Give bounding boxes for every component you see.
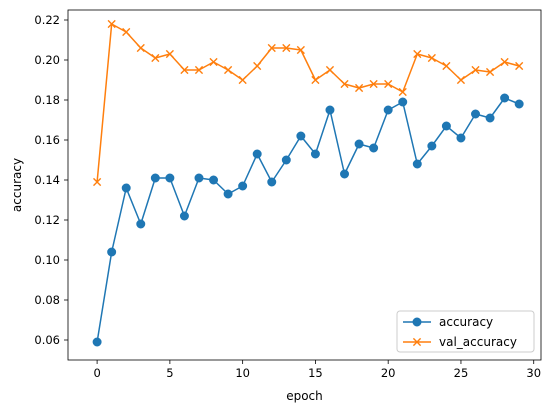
y-tick-label: 0.06 bbox=[34, 333, 60, 347]
val-accuracy-point bbox=[456, 75, 466, 85]
val-accuracy-point bbox=[515, 61, 524, 71]
accuracy-point bbox=[296, 131, 306, 141]
accuracy-point bbox=[281, 155, 291, 165]
accuracy-point bbox=[310, 149, 320, 159]
val-accuracy-point bbox=[93, 177, 102, 187]
x-tick-label: 20 bbox=[381, 366, 396, 380]
val-accuracy-point bbox=[136, 43, 145, 53]
y-axis-title: accuracy bbox=[10, 158, 24, 212]
y-axis-ticks: 0.06 0.08 0.10 0.12 0.14 0.16 0.18 0.20 0.22 bbox=[34, 13, 68, 347]
legend-val-accuracy-marker bbox=[412, 337, 422, 347]
val-accuracy-point bbox=[442, 61, 451, 71]
accuracy-point bbox=[136, 219, 146, 229]
val-accuracy-point bbox=[325, 65, 335, 75]
plot-area-frame bbox=[67, 9, 542, 361]
x-axis-title: epoch bbox=[286, 389, 323, 403]
y-tick-label: 0.16 bbox=[34, 133, 60, 147]
accuracy-point bbox=[485, 113, 495, 123]
accuracy-point bbox=[107, 247, 117, 257]
series-accuracy bbox=[92, 93, 524, 347]
legend-box bbox=[396, 310, 535, 353]
accuracy-point bbox=[514, 99, 524, 109]
accuracy-point bbox=[441, 121, 451, 131]
accuracy-point bbox=[150, 173, 160, 183]
accuracy-point bbox=[238, 181, 248, 191]
accuracy-point bbox=[179, 211, 189, 221]
legend-accuracy-marker bbox=[412, 317, 422, 327]
val-accuracy-point bbox=[180, 65, 189, 75]
val-accuracy-point bbox=[267, 43, 276, 53]
accuracy-point bbox=[427, 141, 437, 151]
accuracy-point bbox=[383, 105, 393, 115]
val-accuracy-point bbox=[194, 65, 204, 75]
accuracy-point bbox=[456, 133, 466, 143]
x-tick-label: 10 bbox=[235, 366, 250, 380]
val-accuracy-point bbox=[354, 83, 364, 93]
series-layer bbox=[92, 19, 524, 347]
accuracy-point bbox=[165, 173, 175, 183]
legend-accuracy-label: accuracy bbox=[439, 315, 493, 329]
val-accuracy-point bbox=[209, 57, 218, 67]
y-tick-label: 0.08 bbox=[34, 293, 60, 307]
val-accuracy-point bbox=[311, 75, 320, 85]
y-tick-label: 0.20 bbox=[34, 53, 60, 67]
accuracy-point bbox=[412, 159, 422, 169]
val-accuracy-point bbox=[471, 65, 480, 75]
accuracy-point bbox=[121, 183, 131, 193]
val-accuracy-point bbox=[238, 75, 247, 85]
legend: accuracy val_accuracy bbox=[396, 310, 535, 353]
y-tick-label: 0.14 bbox=[34, 173, 60, 187]
accuracy-point bbox=[252, 149, 262, 159]
val-accuracy-point bbox=[151, 53, 160, 63]
x-tick-label: 15 bbox=[308, 366, 323, 380]
y-tick-label: 0.10 bbox=[34, 253, 60, 267]
val-accuracy-point bbox=[485, 67, 495, 77]
accuracy-point bbox=[223, 189, 233, 199]
val-accuracy-point bbox=[369, 79, 378, 89]
accuracy-point bbox=[471, 109, 481, 119]
accuracy-point bbox=[340, 169, 350, 179]
y-tick-label: 0.22 bbox=[34, 13, 60, 27]
val-accuracy-point bbox=[107, 19, 116, 29]
accuracy-point bbox=[325, 105, 335, 115]
accuracy-point bbox=[354, 139, 364, 149]
accuracy-point bbox=[500, 93, 510, 103]
val-accuracy-point bbox=[398, 87, 407, 97]
accuracy-point bbox=[267, 177, 277, 187]
x-tick-label: 30 bbox=[526, 366, 541, 380]
accuracy-point bbox=[194, 173, 204, 183]
val-accuracy-point bbox=[122, 27, 131, 37]
x-tick-label: 5 bbox=[166, 366, 173, 380]
accuracy-point bbox=[92, 337, 102, 347]
legend-val-accuracy-label: val_accuracy bbox=[439, 335, 517, 349]
val-accuracy-point bbox=[427, 53, 436, 63]
val-accuracy-point bbox=[340, 79, 349, 89]
val-accuracy-point bbox=[253, 61, 262, 71]
accuracy-point bbox=[209, 175, 219, 185]
x-tick-label: 0 bbox=[93, 366, 100, 380]
val-accuracy-point bbox=[223, 65, 233, 75]
val-accuracy-point bbox=[413, 49, 422, 59]
x-axis-ticks: 0 5 10 15 20 25 30 bbox=[93, 360, 541, 380]
y-tick-label: 0.18 bbox=[34, 93, 60, 107]
val-accuracy-point bbox=[384, 79, 393, 89]
x-tick-label: 25 bbox=[454, 366, 469, 380]
val-accuracy-point bbox=[296, 45, 305, 55]
val-accuracy-point bbox=[165, 49, 174, 59]
series-val-accuracy bbox=[93, 19, 524, 187]
val-accuracy-point bbox=[282, 43, 291, 53]
accuracy-point bbox=[398, 97, 408, 107]
y-tick-label: 0.12 bbox=[34, 213, 60, 227]
accuracy-point bbox=[369, 143, 379, 153]
val-accuracy-point bbox=[500, 57, 509, 67]
